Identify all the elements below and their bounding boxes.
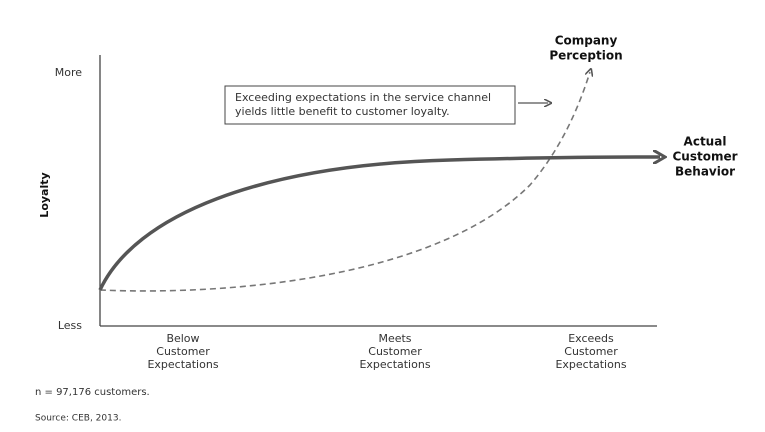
source-note: Source: CEB, 2013.: [35, 414, 121, 424]
x-label: Expectations: [359, 358, 430, 371]
x-label: Customer: [156, 345, 210, 358]
actual-behavior-curve: [98, 157, 660, 291]
callout-text: Exceeding expectations in the service ch…: [235, 91, 491, 104]
x-label: Customer: [564, 345, 618, 358]
callout-box: [224, 85, 516, 125]
x-label: Below: [166, 332, 199, 345]
y-top-label: More: [55, 66, 83, 79]
y-bottom-label: Less: [58, 319, 82, 332]
x-label: Exceeds: [568, 332, 614, 345]
x-label: Meets: [378, 332, 411, 345]
y-axis-title: Loyalty: [38, 172, 51, 217]
actual-behavior-label: Behavior: [675, 165, 735, 179]
x-label: Expectations: [147, 358, 218, 371]
company-perception-curve: [99, 72, 590, 292]
company-perception-label: Company: [555, 34, 618, 48]
company-perception-label: Perception: [549, 49, 622, 63]
callout-text: yields little benefit to customer loyalt…: [235, 105, 450, 118]
sample-note: n = 97,176 customers.: [35, 387, 150, 398]
actual-behavior-label: Actual: [684, 135, 727, 149]
x-label: Expectations: [555, 358, 626, 371]
x-label: Customer: [368, 345, 422, 358]
actual-behavior-label: Customer: [672, 150, 737, 164]
